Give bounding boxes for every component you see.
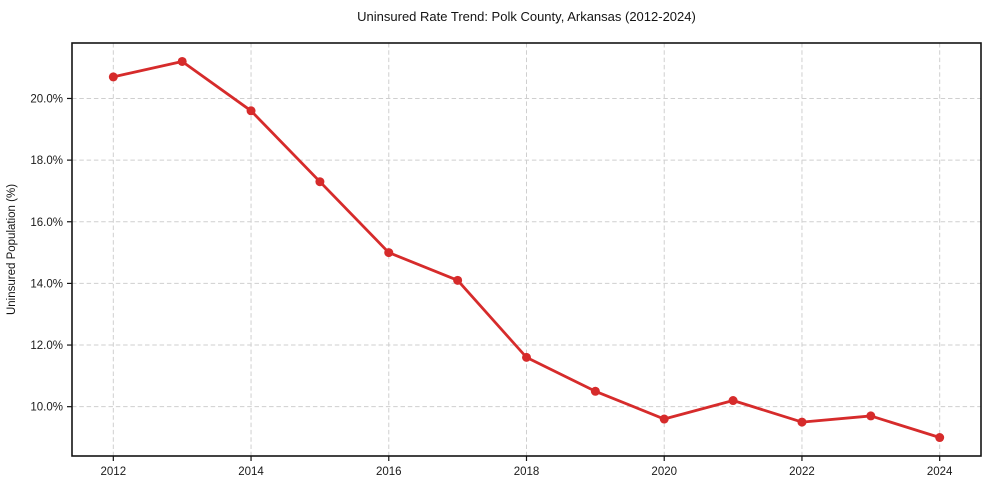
data-point — [384, 248, 394, 258]
x-tick-label: 2024 — [927, 466, 953, 478]
data-point — [659, 414, 669, 424]
data-point — [797, 417, 807, 427]
y-tick-label: 14.0% — [30, 278, 63, 290]
y-tick-label: 16.0% — [30, 217, 63, 229]
data-point — [246, 106, 256, 116]
data-point — [866, 411, 876, 421]
data-point — [108, 72, 118, 82]
y-tick-label: 18.0% — [30, 155, 63, 167]
y-tick-label: 20.0% — [30, 93, 63, 105]
data-point — [453, 275, 463, 285]
y-tick-label: 10.0% — [30, 402, 63, 414]
data-point — [935, 433, 945, 443]
y-tick-label: 12.0% — [30, 340, 63, 352]
x-tick-label: 2022 — [789, 466, 815, 478]
chart-title: Uninsured Rate Trend: Polk County, Arkan… — [357, 9, 696, 24]
data-point — [315, 177, 325, 187]
data-point — [590, 386, 600, 396]
x-tick-label: 2016 — [376, 466, 402, 478]
y-axis-label: Uninsured Population (%) — [6, 184, 18, 315]
data-point — [177, 56, 187, 66]
x-tick-label: 2012 — [101, 466, 127, 478]
x-tick-label: 2014 — [238, 466, 264, 478]
data-point — [728, 396, 738, 406]
data-point — [522, 352, 531, 362]
x-tick-label: 2020 — [651, 466, 677, 478]
x-tick-label: 2018 — [514, 466, 540, 478]
plot-area: 2012 2014 2016 2018 2020 2022 2024 10.0% 12.0% 14… — [30, 42, 982, 478]
